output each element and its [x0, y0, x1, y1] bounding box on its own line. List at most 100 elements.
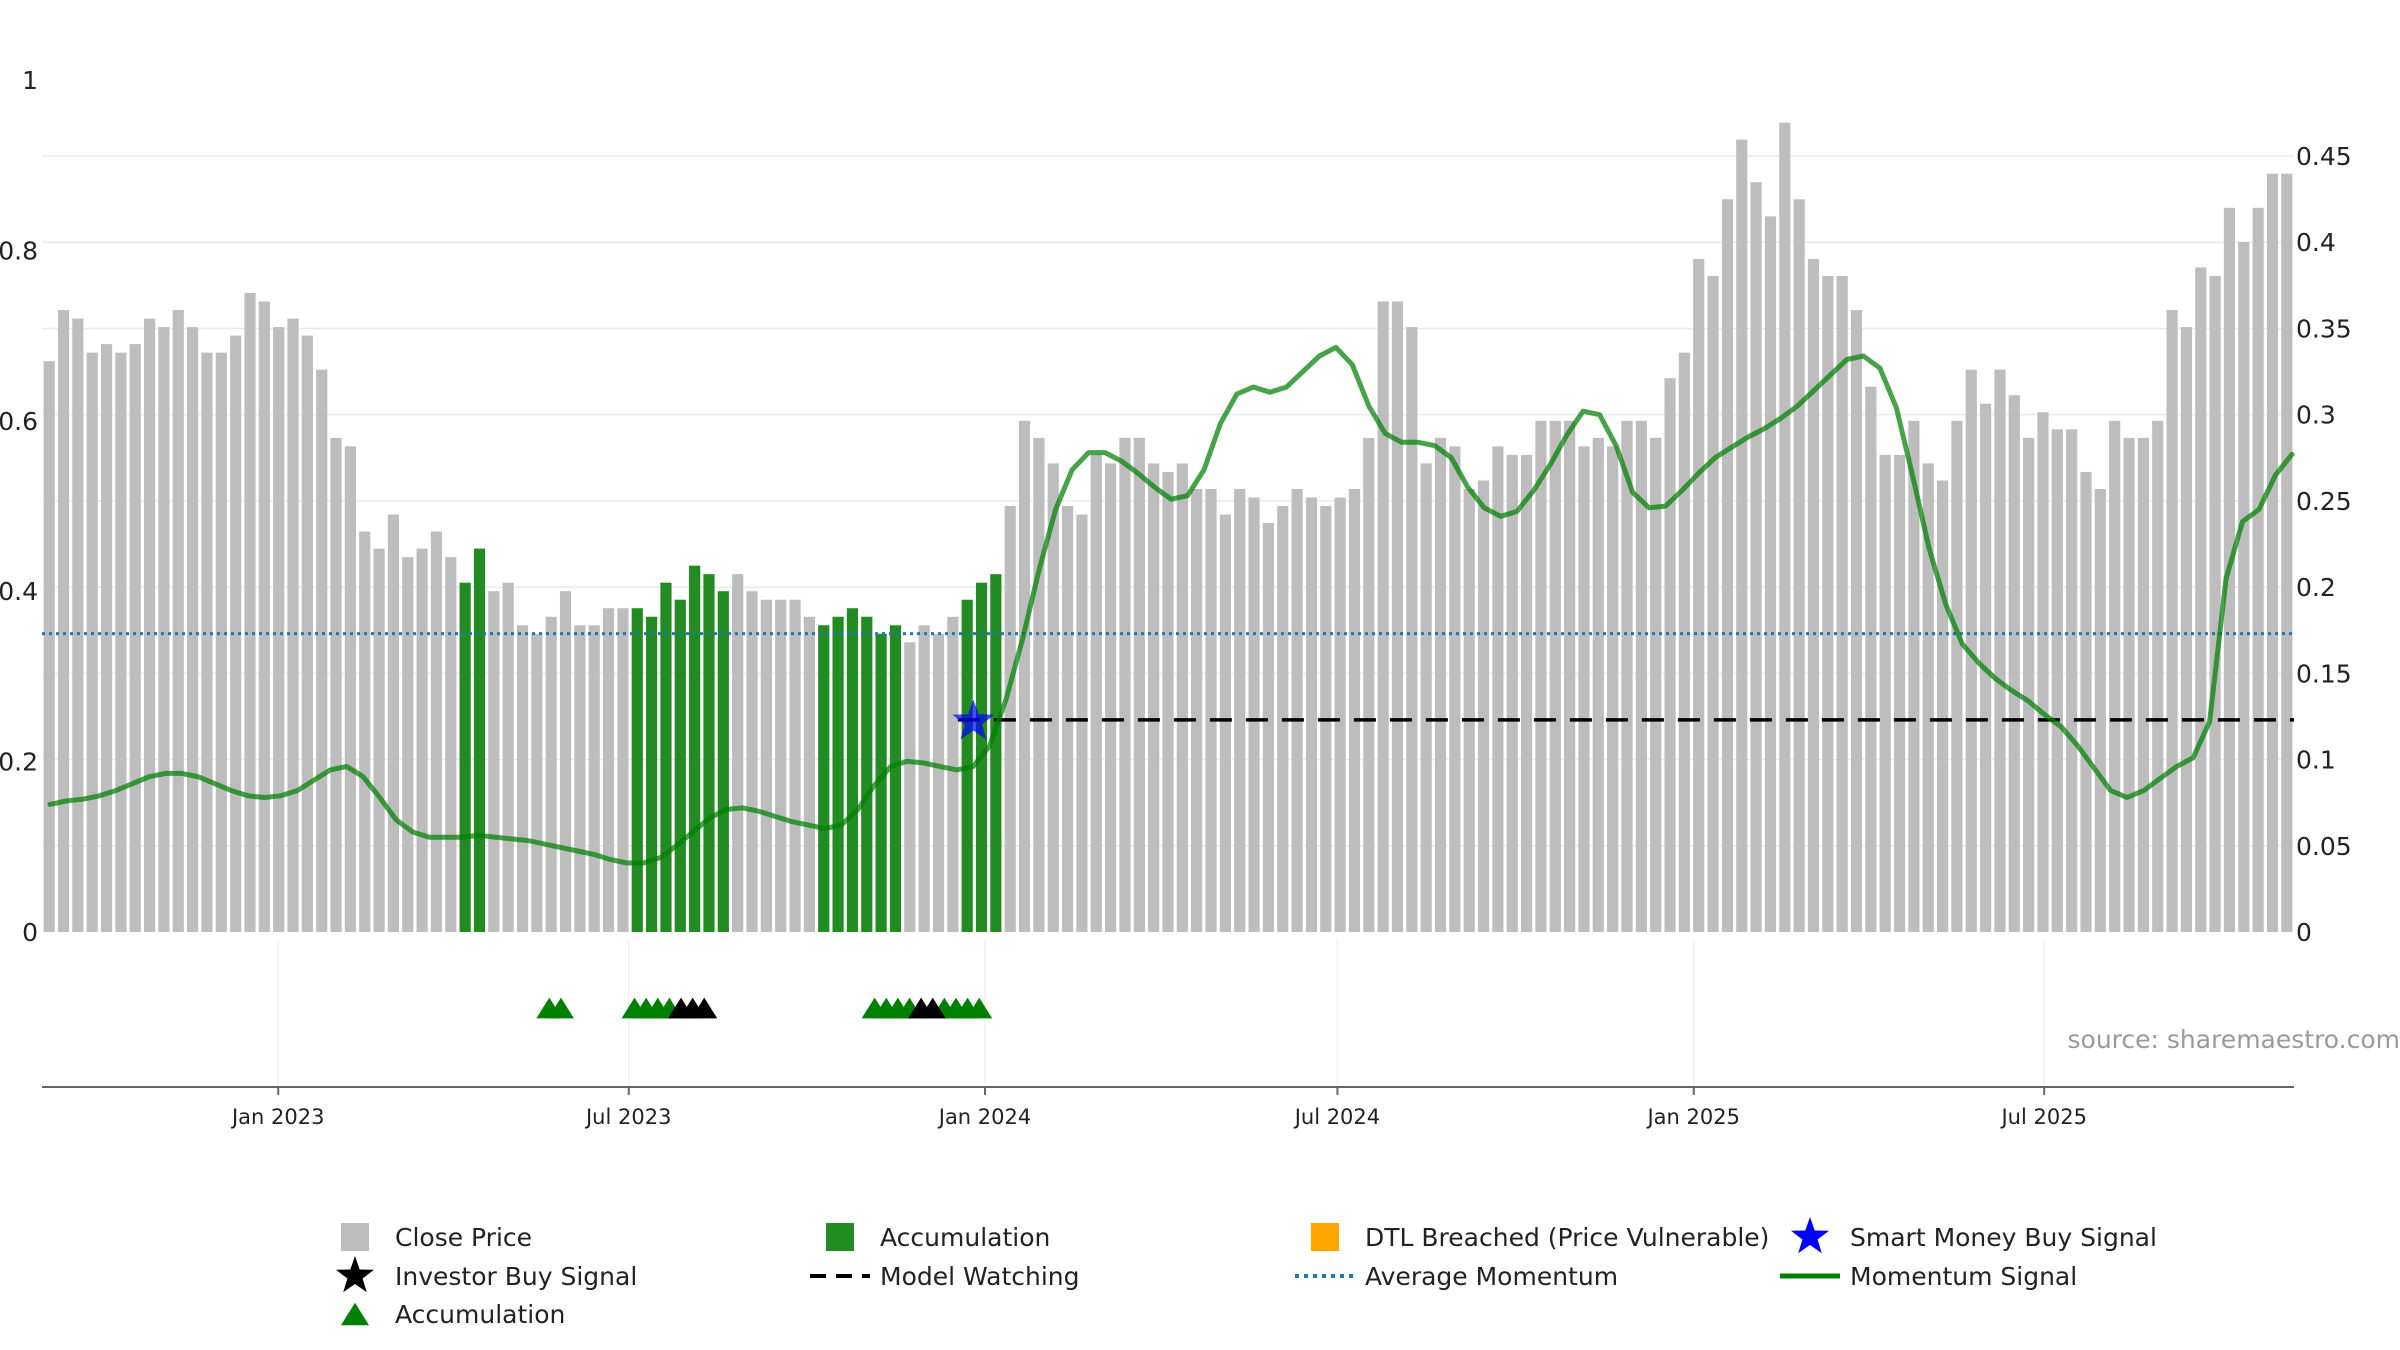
accumulation-bar	[674, 599, 686, 932]
close-price-bar	[1836, 275, 1848, 933]
accumulation-bar	[473, 548, 486, 932]
x-tick-label: Jul 2025	[1999, 1105, 2086, 1129]
close-price-bar	[1994, 369, 2006, 932]
close-price-bar	[1564, 420, 1576, 932]
close-price-bar	[1535, 420, 1547, 932]
close-price-bar	[2080, 471, 2092, 932]
close-price-bar	[1477, 480, 1490, 932]
right-y-tick-label: 0.1	[2296, 746, 2336, 775]
close-price-bar	[746, 591, 758, 932]
legend: Close Price Accumulation DTL Breached (Pri…	[336, 1217, 2157, 1329]
close-price-bar	[1592, 437, 1604, 932]
close-price-bar	[1305, 497, 1318, 932]
close-price-bar	[86, 352, 98, 932]
close-price-bar	[1607, 446, 1619, 932]
close-price-bar	[2123, 437, 2135, 932]
close-price-bar	[918, 625, 930, 932]
legend-label-momentum-signal: Momentum Signal	[1850, 1262, 2077, 1291]
right-y-tick-label: 0	[2296, 918, 2312, 947]
right-y-tick-label: 0.15	[2296, 659, 2352, 688]
accumulation-marker	[547, 997, 574, 1019]
close-price-bar	[502, 582, 514, 932]
close-price-bar	[445, 557, 457, 932]
close-price-bar	[1721, 199, 1734, 932]
close-price-bar	[359, 531, 371, 932]
close-price-bar	[1951, 420, 1963, 932]
close-price-bar	[1291, 488, 1303, 932]
close-price-bar	[760, 599, 772, 932]
close-price-bar	[1334, 497, 1346, 932]
close-price-bar	[301, 335, 313, 933]
close-price-bar	[430, 531, 443, 932]
close-price-bar	[1850, 310, 1863, 932]
close-price-bar	[1205, 488, 1217, 932]
close-price-bar	[143, 318, 156, 932]
close-price-bar	[904, 642, 916, 932]
close-price-bar	[932, 633, 945, 932]
close-price-bar	[617, 608, 629, 932]
close-price-bar	[1377, 301, 1389, 932]
close-price-bar	[1090, 454, 1102, 932]
x-tick-label: Jul 2023	[584, 1105, 671, 1129]
close-price-bar	[1105, 463, 1117, 932]
close-price-bar	[803, 616, 815, 932]
close-price-bar	[1033, 437, 1045, 932]
legend-symbol-accumulation	[341, 1302, 369, 1326]
legend-symbol-dtl-breached-price-vulnerable	[1311, 1223, 1339, 1251]
close-price-bar	[2166, 310, 2178, 932]
close-price-bar	[2094, 488, 2106, 932]
accumulation-bar	[459, 582, 471, 932]
close-price-bar	[316, 369, 328, 932]
close-price-bar	[57, 310, 70, 932]
close-price-bar	[2066, 429, 2078, 932]
close-price-bar	[1549, 420, 1561, 932]
close-price-bar	[129, 344, 141, 932]
close-price-bar	[201, 352, 213, 932]
axes: Jan 2023 Jul 2023 Jan 2024 Jul 2024 Jan 2025…	[0, 66, 2352, 1129]
close-price-bar	[1678, 352, 1690, 932]
close-price-bar	[559, 591, 572, 932]
close-price-bar	[1506, 454, 1518, 932]
close-price-bar	[2281, 173, 2293, 933]
legend-label-accumulation: Accumulation	[395, 1300, 565, 1329]
legend-symbol-accumulation	[826, 1223, 854, 1251]
close-price-bar	[1449, 446, 1461, 932]
right-y-tick-label: 0.05	[2296, 832, 2352, 861]
close-price-bar	[1248, 497, 1260, 932]
accumulation-bar	[875, 633, 887, 932]
close-price-bar	[1219, 514, 1231, 932]
close-price-bar	[732, 574, 744, 932]
close-price-bar	[1750, 182, 1762, 933]
close-price-bar	[1764, 216, 1777, 932]
accumulation-bar	[818, 625, 830, 932]
left-y-tick-label: 0.8	[0, 236, 38, 265]
close-price-bar	[1391, 301, 1404, 932]
close-price-bar	[115, 352, 127, 932]
close-price-bar	[344, 446, 356, 932]
close-price-bar	[1521, 454, 1533, 932]
close-price-bar	[402, 557, 414, 932]
legend-label-average-momentum: Average Momentum	[1365, 1262, 1618, 1291]
right-y-tick-label: 0.45	[2296, 142, 2352, 171]
right-y-tick-label: 0.4	[2296, 228, 2336, 257]
left-y-tick-label: 0.2	[0, 748, 38, 777]
close-price-bar	[230, 335, 242, 933]
right-y-tick-label: 0.2	[2296, 573, 2336, 602]
investor-buy-marker	[691, 997, 718, 1019]
left-y-tick-label: 0	[22, 918, 38, 947]
close-price-bar	[775, 599, 787, 932]
close-price-bar	[545, 616, 557, 932]
close-price-bar	[1664, 378, 1676, 932]
close-price-bar	[1076, 514, 1088, 932]
momentum-signal-line	[47, 344, 2295, 866]
right-y-tick-label: 0.3	[2296, 401, 2336, 430]
close-price-bar	[1119, 437, 1131, 932]
close-price-bar	[2023, 437, 2035, 932]
close-price-bar	[1463, 488, 1475, 932]
accumulation-bar	[646, 616, 658, 932]
close-price-bar	[416, 548, 428, 932]
close-price-bar	[2209, 275, 2221, 933]
close-price-bar	[1693, 258, 1705, 932]
close-price-bar	[1162, 471, 1174, 932]
